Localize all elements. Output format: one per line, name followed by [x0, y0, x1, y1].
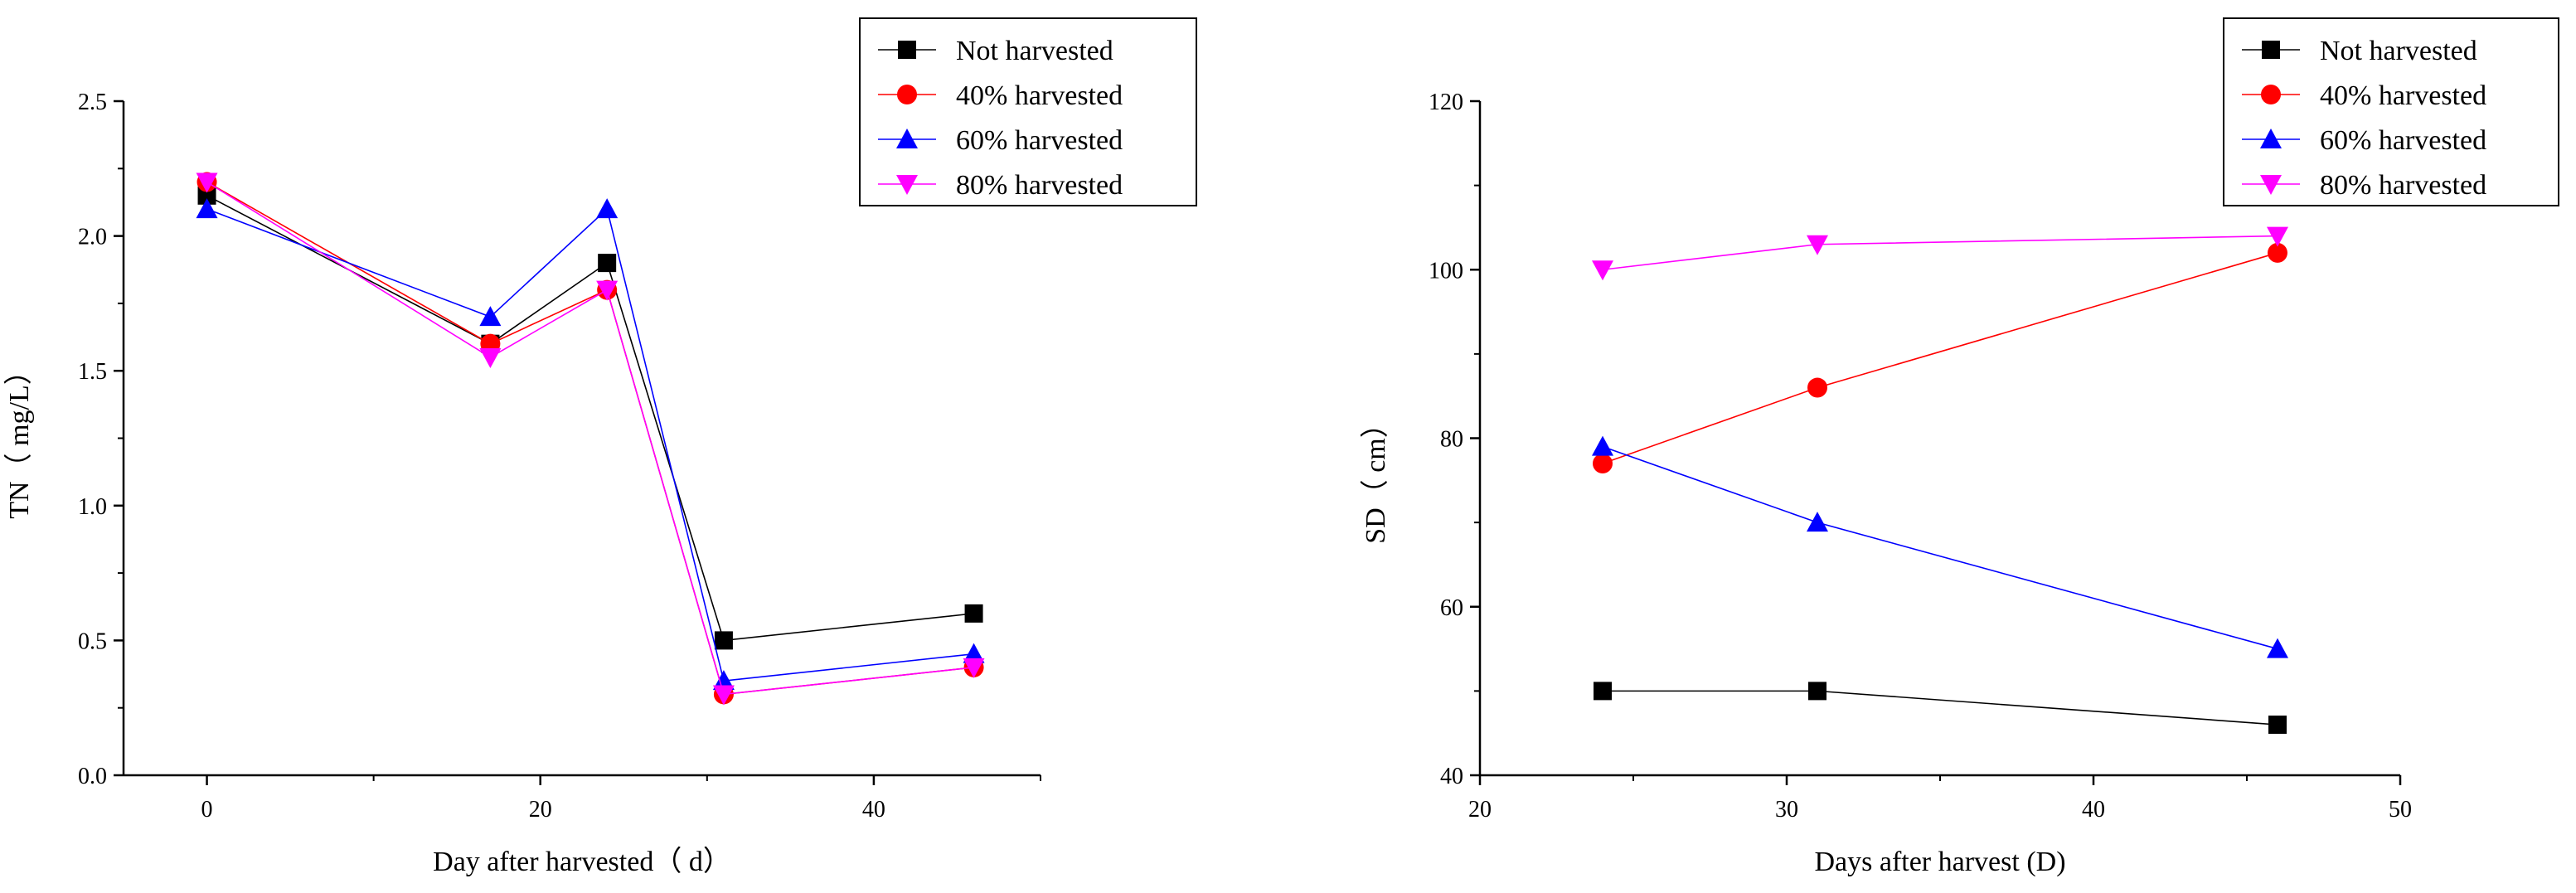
series-line: [1602, 252, 2278, 464]
legend-label: 40% harvested: [956, 80, 1123, 111]
sd-chart: 40 60 80 100 120 20 30 40 50 Days after harvest (…: [1360, 17, 2559, 877]
x-axis-title: Day after harvested（ d）: [433, 846, 731, 877]
series-line: [1602, 445, 2278, 650]
data-point: [963, 643, 985, 663]
legend-label: 40% harvested: [2320, 80, 2486, 111]
series-line: [1603, 690, 2278, 726]
data-point: [1807, 235, 1828, 255]
y-axis-title: SD（ cm）: [1360, 410, 1391, 544]
x-axis-title: Days after harvest (D): [1814, 847, 2065, 877]
series-line: [206, 181, 974, 696]
data-point: [479, 347, 502, 368]
data-point: [1592, 435, 1613, 456]
y-tick-label: 2.5: [78, 90, 107, 115]
y-tick-label: 2.0: [78, 225, 107, 250]
legend-marker: [896, 129, 918, 148]
data-point: [2268, 716, 2287, 735]
legend-marker: [2260, 129, 2282, 148]
data-point: [2267, 226, 2288, 247]
x-tick-label: 30: [1775, 797, 1798, 823]
tn-chart: 0.0 0.5 1.0 1.5 2.0 2.5 0 20 40 Day after harvest…: [3, 17, 1197, 877]
data-point: [598, 254, 617, 273]
legend-marker: [896, 175, 918, 195]
data-point: [712, 685, 735, 706]
legend-label: 80% harvested: [2320, 170, 2486, 201]
data-point: [1592, 260, 1613, 281]
legend-label: 60% harvested: [2320, 125, 2486, 156]
data-point: [196, 198, 218, 219]
x-tick-label: 40: [862, 797, 885, 823]
series-80-harvested: [1592, 226, 2288, 281]
x-tick-label: 50: [2389, 797, 2412, 823]
x-tick-label: 0: [201, 797, 213, 823]
legend-label: 80% harvested: [956, 170, 1123, 201]
data-point: [479, 306, 502, 327]
y-tick-label: 1.0: [78, 494, 107, 520]
data-point: [964, 604, 983, 623]
data-point: [596, 280, 619, 301]
legend-label: 60% harvested: [956, 125, 1123, 156]
series-line: [206, 181, 974, 696]
legend-marker: [897, 85, 917, 104]
series-60-harvested: [1592, 435, 2288, 658]
data-point: [1808, 682, 1826, 701]
x-tick-label: 40: [2082, 797, 2105, 823]
legend: Not harvested 40% harvested 60% harvested 8…: [2223, 17, 2559, 206]
data-point: [1593, 453, 1613, 473]
y-tick-label: 120: [1429, 90, 1463, 115]
data-point: [596, 198, 619, 219]
data-point: [2267, 638, 2288, 658]
data-point: [197, 186, 216, 205]
x-tick-label: 20: [1468, 797, 1492, 823]
series-40-harvested: [1593, 242, 2287, 473]
series-80-harvested: [196, 172, 985, 706]
legend-label: Not harvested: [956, 36, 1113, 66]
data-point: [712, 670, 735, 691]
y-tick-label: 0.5: [78, 628, 107, 654]
data-point: [1807, 512, 1828, 532]
legend-label: Not harvested: [2320, 36, 2477, 66]
data-point: [1807, 377, 1827, 398]
data-point: [714, 631, 733, 650]
data-point: [963, 658, 985, 678]
y-tick-label: 60: [1440, 595, 1463, 621]
y-tick-label: 80: [1440, 427, 1463, 453]
legend-marker: [2262, 41, 2280, 59]
legend-marker: [2260, 175, 2282, 195]
legend: Not harvested 40% harvested 60% harvested 8…: [859, 17, 1197, 206]
series-not-harvested: [1594, 682, 2287, 735]
y-tick-label: 100: [1429, 258, 1463, 284]
data-point: [196, 172, 218, 193]
y-tick-label: 1.5: [78, 359, 107, 385]
series-60-harvested: [196, 198, 985, 691]
series-line: [206, 207, 974, 682]
data-point: [2268, 242, 2287, 263]
y-axis-title: TN（ mg/L）: [3, 357, 35, 518]
data-point: [1594, 682, 1612, 701]
series-not-harvested: [197, 186, 983, 650]
legend-marker: [2261, 85, 2281, 104]
y-tick-label: 40: [1440, 764, 1463, 789]
legend-marker: [898, 41, 916, 59]
x-tick-label: 20: [529, 797, 552, 823]
y-tick-label: 0.0: [78, 764, 107, 789]
series-line: [1602, 235, 2278, 271]
series-line: [206, 195, 974, 642]
